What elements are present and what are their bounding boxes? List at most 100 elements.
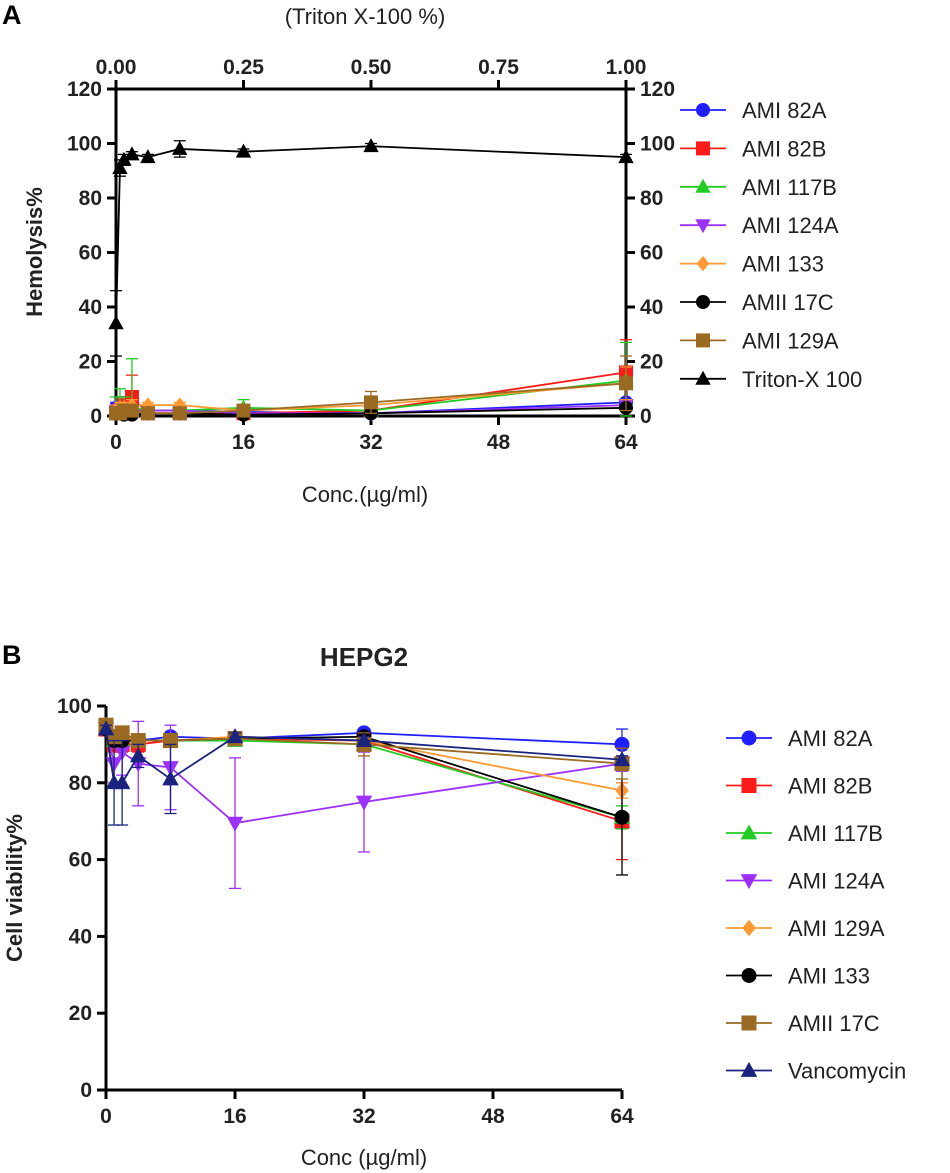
legend-item: Vancomycin <box>726 1059 906 1084</box>
right-tick-label: 0 <box>640 405 652 428</box>
data-point <box>124 146 140 161</box>
legend-item: AMI 124A <box>726 869 885 894</box>
y-tick-label: 40 <box>69 925 92 948</box>
legend-label: AMI 82B <box>788 774 872 799</box>
legend-label: AMI 117B <box>788 821 883 846</box>
legend-marker <box>695 370 711 385</box>
data-point <box>355 795 373 811</box>
y-tick-label: 60 <box>69 849 92 872</box>
x-tick-label: 0 <box>100 1105 112 1128</box>
panel-a-x-axis-title: Conc.(µg/ml) <box>302 482 428 507</box>
data-point <box>140 149 156 164</box>
x-tick-label: 32 <box>352 1105 375 1128</box>
right-tick-label: 20 <box>640 351 663 374</box>
legend-marker <box>696 333 710 348</box>
data-point <box>108 315 124 330</box>
y-tick-label: 20 <box>69 1002 92 1025</box>
y-tick-label: 100 <box>67 133 102 156</box>
x-tick-label: 64 <box>614 431 638 454</box>
legend-marker <box>741 730 757 746</box>
legend-item: AMI 129A <box>680 328 839 353</box>
data-point <box>364 395 378 410</box>
data-point <box>226 816 244 832</box>
series-triton-x-100 <box>108 138 634 357</box>
data-point <box>618 149 634 164</box>
legend-item: Triton-X 100 <box>680 367 862 392</box>
panel-a-legend: AMI 82A AMI 82B AMI 117B AMI 124A AMI 133 AMI… <box>680 98 862 392</box>
y-tick-label: 20 <box>79 351 102 374</box>
legend-label: AMI 82A <box>788 726 873 751</box>
legend-label: AMI 82B <box>742 136 826 161</box>
series-vancomycin <box>97 720 631 826</box>
right-tick-label: 100 <box>640 133 675 156</box>
panel-b: B HEPG2 Conc (µg/ml) Cell viability% 0 16… <box>2 640 906 1170</box>
legend-label: AMI 124A <box>788 869 885 894</box>
panel-a-series <box>108 138 634 422</box>
legend-item: AMI 129A <box>726 916 885 941</box>
panel-b-y-axis-title: Cell viability% <box>2 814 27 962</box>
legend-marker <box>696 255 710 272</box>
top-tick-label: 0.00 <box>96 56 137 79</box>
legend-label: Triton-X 100 <box>742 367 862 392</box>
legend-marker <box>740 1061 758 1077</box>
panel-b-letter: B <box>2 640 22 670</box>
x-tick-label: 48 <box>487 431 511 454</box>
data-point <box>614 809 630 825</box>
legend-label: AMI 82A <box>742 98 827 123</box>
panel-b-x-axis-title: Conc (µg/ml) <box>301 1145 427 1170</box>
data-point <box>112 159 128 174</box>
legend-marker <box>742 919 756 937</box>
legend-marker <box>741 1015 757 1031</box>
x-tick-label: 32 <box>359 431 382 454</box>
y-tick-label: 60 <box>79 242 102 265</box>
legend-label: AMI 133 <box>788 964 870 989</box>
data-point <box>172 406 187 421</box>
data-point <box>236 403 251 418</box>
legend-item: AMI 82A <box>726 726 873 751</box>
legend-label: AMI 124A <box>742 213 839 238</box>
legend-marker <box>740 874 758 890</box>
legend-label: AMI 129A <box>788 916 885 941</box>
legend-item: AMI 82A <box>680 98 827 123</box>
legend-label: AMI 133 <box>742 252 824 277</box>
right-tick-label: 60 <box>640 242 663 265</box>
top-tick-label: 1.00 <box>606 56 647 79</box>
legend-label: Vancomycin <box>788 1059 906 1084</box>
right-tick-label: 40 <box>640 296 663 319</box>
data-point <box>226 728 244 744</box>
legend-item: AMI 117B <box>726 821 883 846</box>
legend-marker <box>695 219 711 234</box>
data-point <box>97 720 115 736</box>
panel-b-series <box>97 716 631 890</box>
panel-b-legend: AMI 82A AMI 82B AMI 117B AMI 124A AMI 129A AM… <box>726 726 906 1084</box>
legend-label: AMI 117B <box>742 175 837 200</box>
panel-b-axes: 0 16 32 48 64 0 20 40 60 80 100 <box>57 695 634 1128</box>
legend-label: AMII 17C <box>788 1011 880 1036</box>
data-point <box>124 403 139 418</box>
legend-marker <box>696 103 710 117</box>
panel-a-y-axis-title: Hemolysis% <box>22 187 47 317</box>
legend-label: AMII 17C <box>742 290 834 315</box>
y-tick-label: 120 <box>67 78 102 101</box>
x-tick-label: 16 <box>232 431 255 454</box>
data-point <box>235 143 252 158</box>
y-tick-label: 100 <box>57 695 92 718</box>
y-tick-label: 80 <box>69 772 92 795</box>
legend-item: AMI 124A <box>680 213 839 238</box>
data-point <box>162 770 179 786</box>
legend-item: AMII 17C <box>680 290 834 315</box>
legend-item: AMI 117B <box>680 175 837 200</box>
y-tick-label: 40 <box>79 296 102 319</box>
data-point <box>116 151 132 166</box>
right-tick-label: 120 <box>640 78 675 101</box>
data-point <box>613 751 631 767</box>
x-tick-label: 64 <box>610 1105 634 1128</box>
y-tick-label: 0 <box>80 1079 92 1102</box>
panel-a-top-axis-title: (Triton X-100 %) <box>285 4 446 29</box>
right-tick-label: 80 <box>640 187 663 210</box>
x-tick-label: 16 <box>223 1105 246 1128</box>
panel-a: A (Triton X-100 %) Conc.(µg/ml) Hemolysi… <box>2 0 862 507</box>
data-point <box>114 725 130 741</box>
